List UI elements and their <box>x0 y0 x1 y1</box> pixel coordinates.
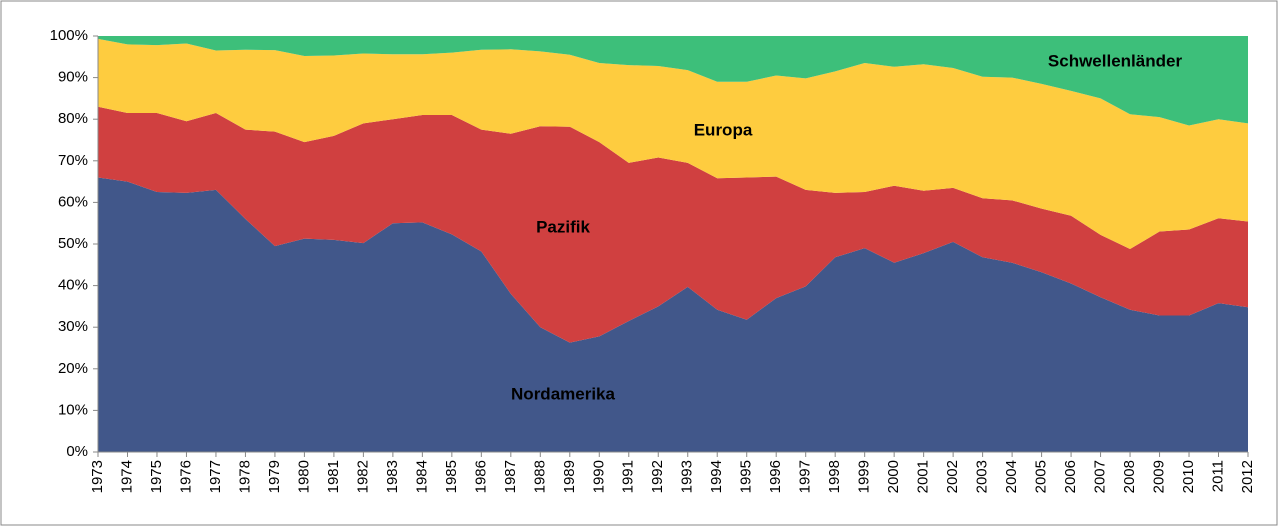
x-tick-label: 1997 <box>797 460 814 493</box>
x-tick-label: 1975 <box>148 460 165 493</box>
area <box>98 36 1248 126</box>
x-tick-label: 1999 <box>856 460 873 493</box>
x-tick-label: 1983 <box>384 460 401 493</box>
y-tick-label: 100% <box>50 27 88 44</box>
x-tick-label: 2012 <box>1239 460 1256 493</box>
series-label: Europa <box>694 120 753 139</box>
x-tick-label: 1984 <box>413 460 430 493</box>
y-tick-label: 50% <box>58 235 88 252</box>
area <box>98 177 1248 452</box>
x-tick-label: 1980 <box>295 460 312 493</box>
x-tick-label: 2003 <box>974 460 991 493</box>
x-tick-label: 1979 <box>266 460 283 493</box>
y-tick-label: 40% <box>58 277 88 294</box>
y-tick-label: 80% <box>58 110 88 127</box>
x-tick-label: 2009 <box>1151 460 1168 493</box>
x-tick-label: 1990 <box>590 460 607 493</box>
x-tick-label: 1993 <box>679 460 696 493</box>
x-tick-label: 1982 <box>354 460 371 493</box>
series-label: Nordamerika <box>511 384 615 403</box>
x-tick-label: 2002 <box>944 460 961 493</box>
x-tick-label: 1987 <box>502 460 519 493</box>
x-tick-label: 1973 <box>89 460 106 493</box>
area <box>98 38 1248 249</box>
x-tick-label: 1988 <box>531 460 548 493</box>
x-tick-label: 1992 <box>649 460 666 493</box>
area <box>98 106 1248 343</box>
series-label: Pazifik <box>536 217 590 236</box>
x-tick-label: 1996 <box>767 460 784 493</box>
y-tick-label: 30% <box>58 318 88 335</box>
x-tick-label: 1985 <box>443 460 460 493</box>
y-tick-label: 20% <box>58 360 88 377</box>
x-tick-label: 1976 <box>177 460 194 493</box>
y-tick-label: 0% <box>66 443 88 460</box>
x-tick-label: 2010 <box>1180 460 1197 493</box>
x-tick-label: 1995 <box>738 460 755 493</box>
x-tick-label: 2004 <box>1003 460 1020 493</box>
x-tick-label: 2000 <box>885 460 902 493</box>
series-label: Schwellenländer <box>1048 51 1183 70</box>
x-tick-label: 1977 <box>207 460 224 493</box>
x-tick-label: 1991 <box>620 460 637 493</box>
y-tick-label: 60% <box>58 193 88 210</box>
x-tick-label: 2008 <box>1121 460 1138 493</box>
x-tick-label: 1986 <box>472 460 489 493</box>
x-tick-label: 1998 <box>826 460 843 493</box>
x-tick-label: 2001 <box>915 460 932 493</box>
x-tick-label: 1974 <box>118 460 135 493</box>
x-tick-label: 1994 <box>708 460 725 493</box>
y-tick-label: 90% <box>58 69 88 86</box>
x-tick-label: 2007 <box>1092 460 1109 493</box>
x-tick-label: 2006 <box>1062 460 1079 493</box>
x-tick-label: 2011 <box>1209 460 1226 492</box>
x-tick-label: 1989 <box>561 460 578 493</box>
y-tick-label: 10% <box>58 401 88 418</box>
x-tick-label: 1981 <box>325 460 342 493</box>
y-tick-label: 70% <box>58 152 88 169</box>
x-tick-label: 1978 <box>236 460 253 493</box>
x-tick-label: 2005 <box>1033 460 1050 493</box>
